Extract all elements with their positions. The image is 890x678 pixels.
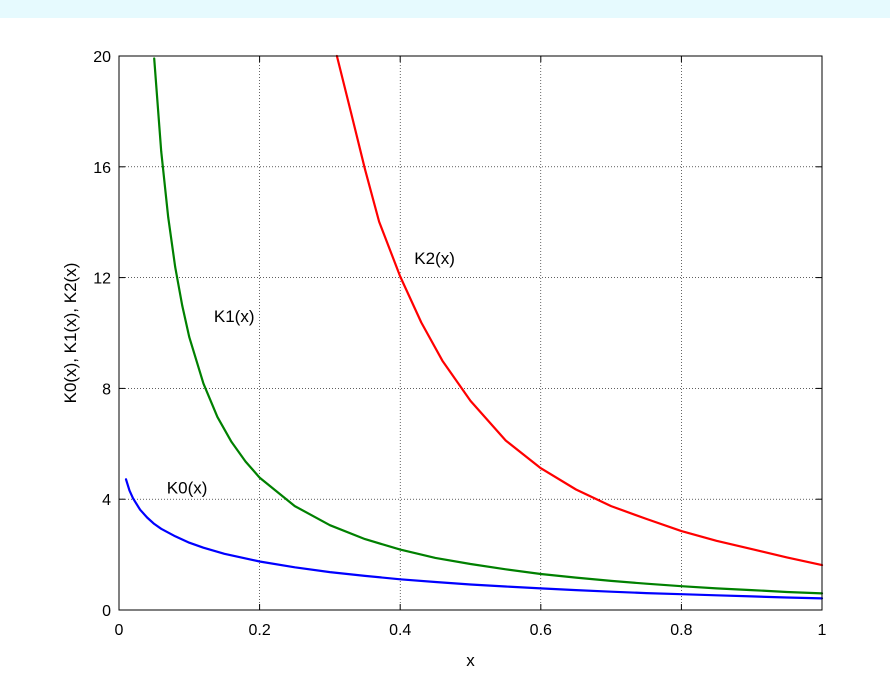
series-line-k2	[335, 54, 824, 567]
y-tick-label: 0	[102, 603, 111, 620]
grid	[119, 56, 822, 610]
y-axis-label: K0(x), K1(x), K2(x)	[61, 263, 80, 404]
x-tick-label: 0.4	[389, 622, 411, 639]
axis-ticks: 0 0.2 0.4 0.6 0.8 1 0 4 8 12 16 20	[93, 49, 826, 639]
x-axis-label: x	[466, 651, 475, 670]
curve-label: K2(x)	[414, 249, 455, 268]
x-tick-label: 0.2	[248, 622, 270, 639]
series-line-k0	[124, 478, 824, 600]
series-lines	[124, 54, 824, 600]
series-line-k1	[153, 57, 824, 595]
curve-annotations: K2(x) K1(x) K0(x)	[167, 249, 455, 498]
curve-label: K1(x)	[214, 307, 255, 326]
y-tick-label: 4	[102, 492, 111, 509]
y-tick-label: 12	[93, 271, 111, 288]
x-tick-label: 0.8	[670, 622, 692, 639]
y-tick-label: 16	[93, 160, 111, 177]
plot-frame	[118, 55, 823, 611]
x-tick-label: 0	[115, 622, 124, 639]
top-banner	[0, 0, 890, 18]
y-tick-label: 8	[102, 381, 111, 398]
x-tick-label: 1	[818, 622, 827, 639]
curve-label: K0(x)	[167, 479, 208, 498]
y-tick-label: 20	[93, 49, 111, 66]
x-tick-label: 0.6	[530, 622, 552, 639]
